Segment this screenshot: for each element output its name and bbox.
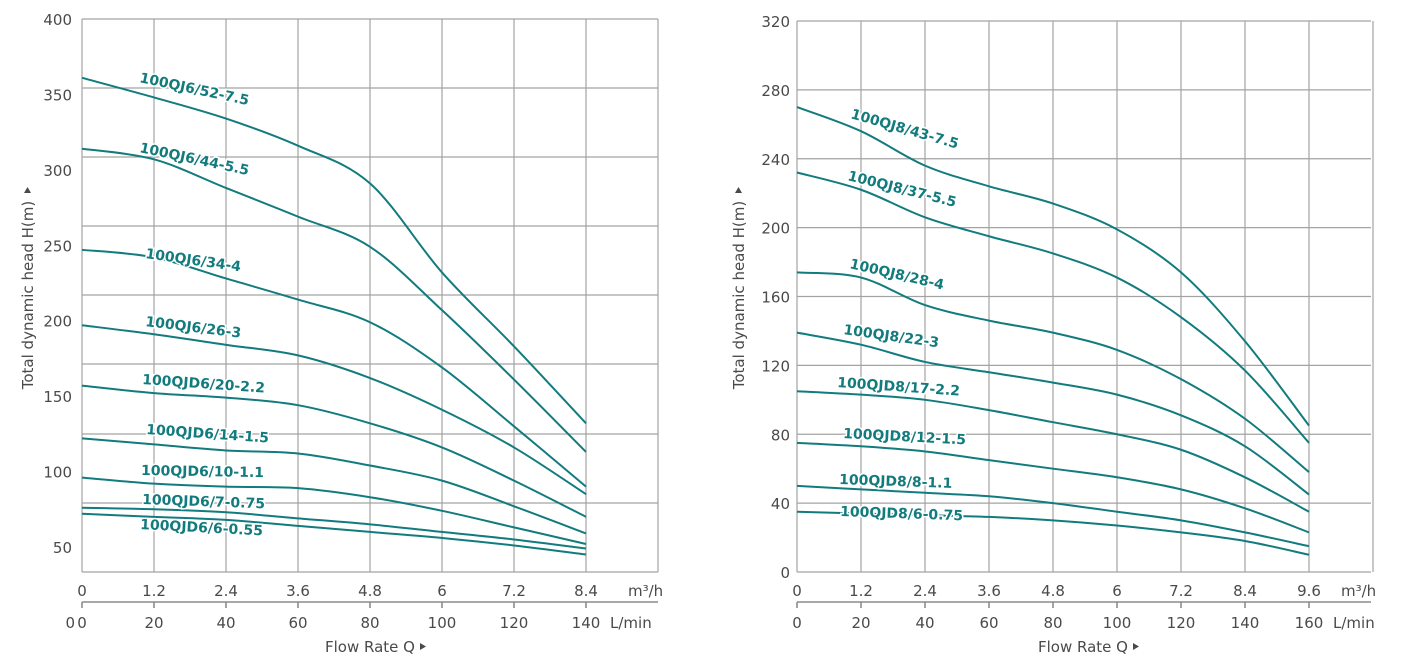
x-tick-label-m3h: 1.2	[849, 582, 873, 600]
curve-100qjd8-8-1-1	[796, 484, 1310, 548]
x-unit-primary: m³/h	[1341, 582, 1376, 600]
curve-100qj8-37-5-5	[796, 171, 1310, 444]
y-tick-label: 50	[53, 539, 72, 557]
x-unit-secondary: L/min	[1333, 614, 1375, 632]
x-tick-label-m3h: 9.6	[1297, 582, 1321, 600]
curve-label: 100QJD6/7-0.75	[142, 492, 265, 512]
x-tick-label-m3h: 7.2	[502, 582, 526, 600]
curve-100qj8-43-7-5	[796, 106, 1310, 427]
y-tick-label: 0	[780, 564, 790, 582]
x-tick-label-lmin: 160	[1295, 614, 1324, 632]
x-tick-label-lmin: 140	[572, 614, 601, 632]
curve-label: 100QJD6/14-1.5	[146, 422, 270, 447]
x-tick-label-lmin: 120	[500, 614, 529, 632]
x-secondary-prefix: 0	[65, 614, 75, 632]
y-tick-label: 250	[43, 237, 72, 255]
x-tick-label-m3h: 1.2	[142, 582, 166, 600]
curve-label: 100QJ6/26-3	[145, 314, 242, 342]
x-axis-arrow-icon	[420, 643, 426, 650]
y-tick-label: 300	[43, 162, 72, 180]
x-axis-title: Flow Rate Q	[1038, 638, 1128, 656]
y-tick-label: 240	[761, 151, 790, 169]
x-tick-label-lmin: 120	[1167, 614, 1196, 632]
y-axis-arrow-icon	[735, 187, 742, 193]
x-tick-label-lmin: 60	[979, 614, 998, 632]
curve-label: 100QJD8/17-2.2	[837, 375, 961, 400]
y-axis-title: Total dynamic head H(m)	[730, 201, 748, 391]
y-tick-label: 200	[761, 220, 790, 238]
x-tick-label-lmin: 100	[428, 614, 457, 632]
x-tick-label-lmin: 140	[1231, 614, 1260, 632]
x-tick-label-m3h: 6	[437, 582, 447, 600]
curve-label: 100QJ6/34-4	[144, 246, 242, 275]
x-tick-label-m3h: 7.2	[1169, 582, 1193, 600]
x-tick-label-m3h: 0	[77, 582, 87, 600]
curve-100qj8-22-3	[796, 331, 1310, 496]
x-tick-label-lmin: 80	[360, 614, 379, 632]
curve-100qjd6-20-2-2	[81, 384, 587, 518]
x-unit-primary: m³/h	[628, 582, 663, 600]
curve-label: 100QJ8/43-7.5	[849, 106, 960, 152]
y-tick-label: 80	[771, 426, 790, 444]
y-tick-label: 160	[761, 289, 790, 307]
x-tick-label-m3h: 2.4	[913, 582, 937, 600]
curve-100qj8-28-4	[796, 271, 1310, 473]
x-tick-label-m3h: 6	[1112, 582, 1122, 600]
curve-100qjd6-14-1-5	[81, 437, 587, 535]
x-axis-title: Flow Rate Q	[325, 638, 415, 656]
curve-100qjd8-12-1-5	[796, 441, 1310, 534]
x-unit-secondary: L/min	[610, 614, 652, 632]
x-tick-label-lmin: 0	[77, 614, 87, 632]
curve-100qj6-26-3	[81, 324, 587, 496]
x-tick-label-lmin: 40	[915, 614, 934, 632]
x-tick-label-m3h: 3.6	[977, 582, 1001, 600]
y-tick-label: 100	[43, 464, 72, 482]
curve-100qjd8-6-0-75	[796, 510, 1310, 556]
x-tick-label-m3h: 8.4	[1233, 582, 1257, 600]
y-tick-label: 200	[43, 313, 72, 331]
curve-100qj6-52-7-5	[81, 76, 587, 424]
curve-100qjd6-6-0-55	[81, 512, 587, 556]
x-tick-label-m3h: 8.4	[574, 582, 598, 600]
x-tick-label-lmin: 20	[144, 614, 163, 632]
x-tick-label-lmin: 60	[288, 614, 307, 632]
y-tick-label: 400	[43, 11, 72, 29]
x-tick-label-m3h: 4.8	[1041, 582, 1065, 600]
x-tick-label-m3h: 2.4	[214, 582, 238, 600]
y-axis-arrow-icon	[24, 187, 31, 193]
x-tick-label-lmin: 0	[792, 614, 802, 632]
y-tick-label: 320	[761, 13, 790, 31]
x-tick-label-lmin: 20	[851, 614, 870, 632]
x-tick-label-m3h: 3.6	[286, 582, 310, 600]
y-tick-label: 150	[43, 388, 72, 406]
y-tick-label: 280	[761, 82, 790, 100]
curve-label: 100QJ8/28-4	[848, 256, 946, 293]
curve-100qjd8-17-2-2	[796, 390, 1310, 513]
x-tick-label-m3h: 0	[792, 582, 802, 600]
x-axis-arrow-icon	[1133, 643, 1139, 650]
y-tick-label: 40	[771, 495, 790, 513]
curve-label: 100QJD8/6-0.75	[840, 504, 963, 524]
x-tick-label-m3h: 4.8	[358, 582, 382, 600]
curve-100qjd6-10-1-1	[81, 476, 587, 545]
x-tick-label-lmin: 100	[1103, 614, 1132, 632]
curve-label: 100QJ6/52-7.5	[138, 70, 250, 109]
curve-label: 100QJD8/8-1.1	[839, 472, 953, 492]
y-axis-title: Total dynamic head H(m)	[19, 201, 37, 391]
x-tick-label-lmin: 40	[216, 614, 235, 632]
curve-label: 100QJD6/10-1.1	[141, 463, 264, 481]
x-tick-label-lmin: 80	[1043, 614, 1062, 632]
y-tick-label: 120	[761, 357, 790, 375]
curve-100qj6-34-4	[81, 248, 587, 488]
y-tick-label: 350	[43, 86, 72, 104]
curve-100qj6-44-5-5	[81, 147, 587, 453]
curve-100qjd6-7-0-75	[81, 506, 587, 550]
